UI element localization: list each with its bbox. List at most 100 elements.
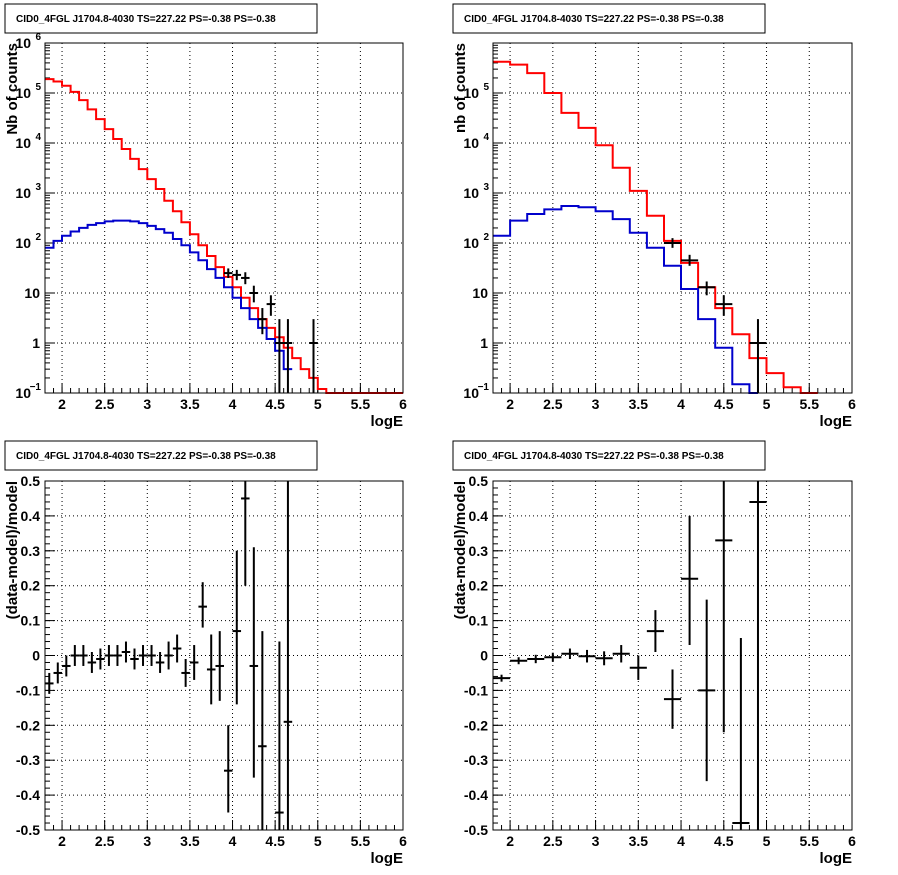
- data-point: [275, 319, 284, 393]
- y-tick-label: 0.5: [21, 473, 41, 489]
- chart-title: CID0_4FGL J1704.8-4030 TS=227.22 PS=-0.3…: [464, 451, 724, 462]
- data-point: [121, 641, 131, 663]
- data-point: [698, 281, 716, 296]
- data-point: [527, 654, 545, 664]
- y-tick-label: 0.2: [469, 578, 489, 594]
- data-point: [104, 645, 114, 666]
- x-tick-label: 2.5: [543, 396, 563, 412]
- x-tick-label: 2: [506, 396, 514, 412]
- data-point: [283, 319, 293, 393]
- x-tick-label: 4: [229, 833, 237, 849]
- data-point: [646, 610, 664, 653]
- y-axis-label: (data-model)/model: [4, 481, 21, 619]
- x-tick-label: 2: [506, 833, 514, 849]
- y-tick-label: 10: [15, 235, 31, 251]
- y-tick-label: 0.4: [21, 508, 41, 524]
- chart-title: CID0_4FGL J1704.8-4030 TS=227.22 PS=-0.3…: [464, 14, 724, 25]
- y-tick-label: -0.3: [464, 752, 488, 768]
- y-tick-label: 0.1: [21, 613, 41, 629]
- data-point: [138, 645, 148, 666]
- panel-2: CID0_4FGL J1704.8-4030 TS=227.22 PS=-0.3…: [452, 3, 856, 430]
- data-point: [510, 657, 528, 665]
- x-tick-label: 2.5: [543, 833, 563, 849]
- x-tick-label: 6: [848, 833, 856, 849]
- x-tick-label: 5.5: [351, 396, 371, 412]
- data-point: [224, 725, 233, 813]
- x-tick-label: 3: [143, 833, 151, 849]
- x-axis-label: logE: [820, 850, 853, 867]
- data-point: [155, 652, 165, 673]
- panel-1: CID0_4FGL J1704.8-4030 TS=227.22 PS=-0.3…: [4, 3, 407, 430]
- x-tick-label: 4: [229, 396, 237, 412]
- y-tick-label: 10: [463, 235, 479, 251]
- data-point: [544, 652, 562, 662]
- y-axis-label: (data-model)/model: [452, 481, 469, 619]
- data-point: [147, 645, 156, 666]
- data-point: [198, 582, 207, 628]
- plot-frame: [44, 42, 404, 394]
- x-tick-label: 2.5: [95, 833, 115, 849]
- y-tick-label: 10: [24, 285, 40, 301]
- y-tick-label: -0.3: [16, 752, 40, 768]
- data-point: [732, 638, 750, 830]
- data-point: [715, 481, 733, 733]
- data-point: [62, 655, 71, 677]
- plot-frame: [492, 42, 853, 394]
- y-tick-label: 0.4: [469, 508, 489, 524]
- data-point: [224, 268, 233, 278]
- x-tick-label: 4: [677, 396, 685, 412]
- data-point: [578, 649, 596, 663]
- data-point: [258, 308, 267, 335]
- y-tick-label: 0.5: [469, 473, 489, 489]
- x-tick-label: 5: [763, 833, 771, 849]
- y-tick-label: 10: [15, 185, 31, 201]
- y-tick-exponent: 4: [483, 132, 489, 143]
- plot-frame: [492, 480, 853, 831]
- y-tick-label: 10: [463, 385, 479, 401]
- data-point: [241, 272, 250, 285]
- x-tick-label: 5.5: [800, 396, 820, 412]
- data-point: [283, 481, 293, 830]
- x-tick-label: 5: [763, 396, 771, 412]
- title-box: [452, 3, 766, 34]
- title-box: [4, 440, 318, 471]
- title-box: [452, 440, 766, 471]
- data-point: [130, 648, 139, 670]
- x-axis-label: logE: [371, 413, 404, 430]
- data-point: [698, 599, 716, 782]
- data-point: [249, 547, 259, 778]
- chart-title: CID0_4FGL J1704.8-4030 TS=227.22 PS=-0.3…: [16, 14, 276, 25]
- y-tick-label: 0.2: [21, 578, 41, 594]
- data-point: [275, 641, 284, 830]
- y-tick-label: 10: [463, 85, 479, 101]
- y-tick-label: 10: [15, 135, 31, 151]
- y-tick-label: 10: [463, 185, 479, 201]
- y-tick-exponent: 2: [35, 232, 41, 243]
- y-tick-exponent: 5: [35, 82, 41, 93]
- y-tick-label: -0.2: [464, 717, 488, 733]
- y-tick-exponent: −1: [478, 382, 490, 393]
- data-point: [232, 550, 242, 705]
- data-point: [595, 651, 613, 666]
- y-tick-exponent: 6: [35, 32, 41, 43]
- x-tick-label: 6: [848, 396, 856, 412]
- x-tick-label: 6: [399, 833, 407, 849]
- data-point: [493, 674, 511, 682]
- model-histogram: [45, 78, 403, 394]
- title-box: [4, 3, 318, 34]
- x-tick-label: 4: [677, 833, 685, 849]
- x-tick-label: 5.5: [800, 833, 820, 849]
- data-point: [749, 481, 767, 830]
- data-point: [189, 645, 199, 680]
- data-point: [663, 669, 682, 729]
- data-point: [113, 645, 122, 666]
- data-point: [681, 254, 699, 266]
- x-tick-label: 3.5: [629, 833, 649, 849]
- y-tick-exponent: 4: [35, 132, 41, 143]
- y-tick-label: 10: [15, 35, 31, 51]
- x-tick-label: 4.5: [714, 396, 734, 412]
- data-point: [249, 285, 259, 303]
- y-axis-label: Nb of counts: [4, 43, 21, 135]
- data-point: [612, 645, 630, 663]
